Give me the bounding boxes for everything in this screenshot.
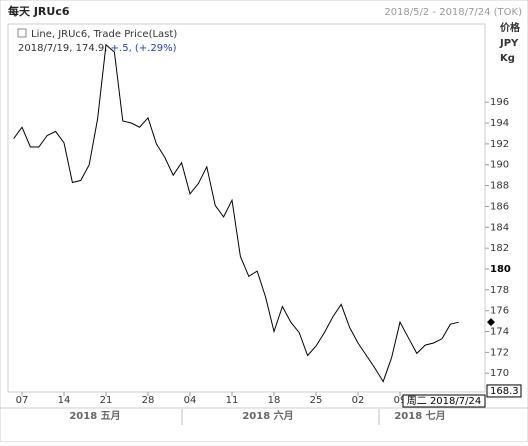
crosshair-y-box bbox=[486, 384, 522, 398]
month-label: 2018 七月 bbox=[394, 409, 445, 422]
y-tick-label: 174 bbox=[490, 327, 509, 338]
y-axis-label: JPY bbox=[499, 38, 519, 49]
x-tick-label: 28 bbox=[142, 395, 155, 406]
crosshair-y-label: 168.3 bbox=[490, 386, 519, 397]
legend-swatch bbox=[17, 28, 27, 38]
plot-area bbox=[7, 23, 486, 393]
y-tick-label: 178 bbox=[490, 285, 509, 296]
x-tick-label: 02 bbox=[352, 395, 365, 406]
month-label: 2018 六月 bbox=[242, 409, 293, 422]
x-tick-label: 11 bbox=[226, 395, 239, 406]
y-tick-label: 188 bbox=[490, 181, 509, 192]
y-tick-label: 192 bbox=[490, 139, 509, 150]
x-tick-label: 21 bbox=[100, 395, 113, 406]
y-tick-label: 186 bbox=[490, 201, 509, 212]
y-tick-label: 176 bbox=[490, 306, 509, 317]
y-tick-label: 184 bbox=[490, 222, 509, 233]
legend-label: Line, JRUc6, Trade Price(Last) bbox=[31, 29, 177, 40]
x-tick-label: 04 bbox=[184, 395, 197, 406]
x-tick-label: 09 bbox=[394, 395, 407, 406]
crosshair-x-box bbox=[402, 394, 486, 408]
legend-value: 174.9 bbox=[76, 43, 105, 54]
month-label: 2018 五月 bbox=[69, 410, 120, 422]
y-axis-label: 价格 bbox=[500, 21, 521, 34]
crosshair-x-label: 周二 2018/7/24 bbox=[407, 395, 481, 407]
chart-title: 每天 JRUc6 bbox=[8, 4, 70, 18]
y-tick-label: 182 bbox=[490, 243, 509, 254]
y-tick-label: 190 bbox=[490, 160, 509, 171]
legend-change: +.5, (+.29%) bbox=[111, 43, 177, 54]
x-tick-label: 14 bbox=[58, 395, 71, 406]
y-tick-label: 194 bbox=[490, 118, 509, 129]
range-label: 2018/5/2 - 2018/7/24 (TOK) bbox=[384, 7, 522, 18]
legend-detail: 2018/7/19, 174.9, +.5, (+.29%) bbox=[18, 43, 177, 54]
price-line bbox=[13, 43, 459, 383]
x-tick-label: 07 bbox=[16, 395, 29, 406]
legend-date: 2018/7/19, bbox=[18, 43, 72, 54]
last-price-marker bbox=[487, 318, 495, 327]
y-axis-label: Kg bbox=[500, 53, 515, 64]
y-tick-label: 170 bbox=[490, 368, 509, 379]
x-tick-label: 18 bbox=[268, 395, 281, 406]
y-tick-label: 180 bbox=[490, 264, 511, 275]
x-tick-label: 25 bbox=[310, 395, 323, 406]
y-tick-label: 196 bbox=[490, 97, 509, 108]
y-tick-label: 172 bbox=[490, 347, 509, 358]
